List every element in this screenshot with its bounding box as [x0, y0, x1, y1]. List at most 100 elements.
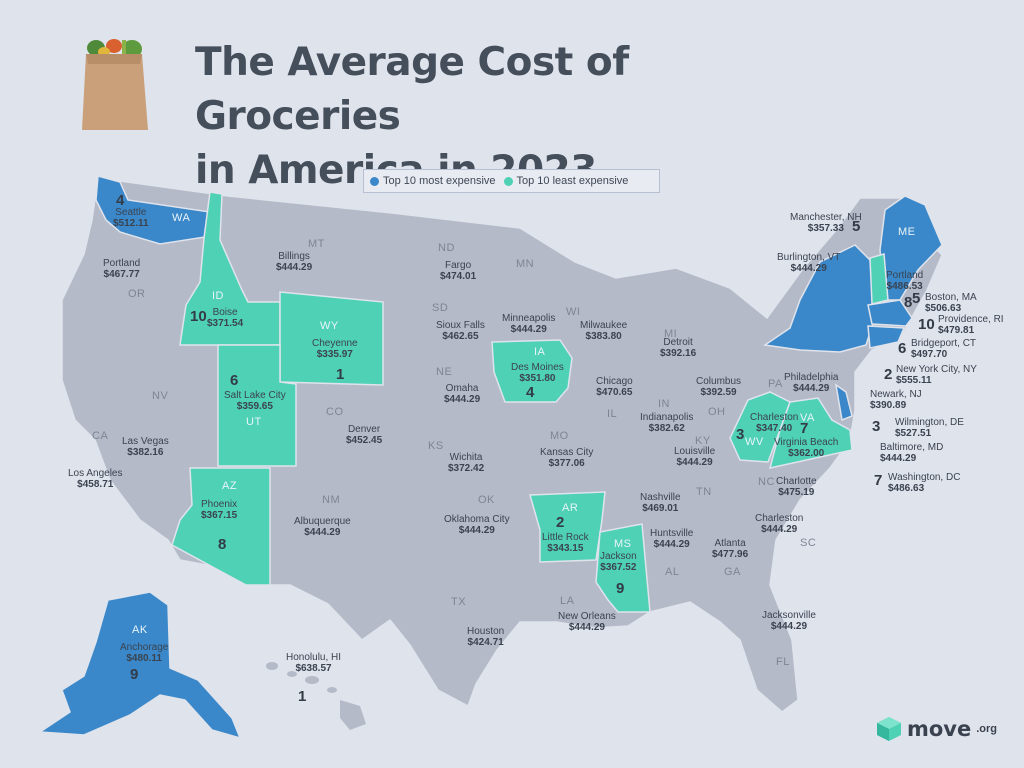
grocery-bag-icon [82, 39, 148, 130]
state-abbr: WA [172, 212, 191, 224]
city-label-honolulu: Honolulu, HI $638.57 [286, 652, 342, 674]
city-label-atlanta: Atlanta $477.96 [712, 538, 749, 560]
title-line-1: The Average Cost of Groceries [195, 40, 629, 139]
state-hawaii [266, 662, 366, 730]
city-label-new-orleans: New Orleans $444.29 [558, 611, 616, 633]
state-abbr: WY [320, 320, 339, 332]
rank-virginia-beach: 7 [800, 420, 809, 437]
state-abbr: AL [665, 566, 680, 578]
city-label-fargo: Fargo $474.01 [440, 260, 477, 282]
city-label-des-moines: Des Moines $351.80 [511, 362, 564, 384]
city-label-jacksonville: Jacksonville $444.29 [762, 610, 816, 632]
state-new-hampshire [869, 253, 889, 305]
state-abbr: ID [212, 290, 224, 302]
state-connecticut-ri [867, 325, 906, 349]
state-abbr: VA [800, 412, 815, 424]
city-label-newark: Newark, NJ $390.89 [870, 389, 922, 411]
city-label-salt-lake-city: Salt Lake City $359.65 [224, 390, 286, 412]
state-abbr: KY [695, 435, 711, 447]
city-label-sioux-falls: Sioux Falls $462.65 [436, 320, 485, 342]
legend-label-least: Top 10 least expensive [516, 175, 629, 187]
rank-honolulu: 1 [298, 688, 307, 705]
state-washington [95, 175, 211, 245]
state-massachusetts [867, 299, 913, 327]
state-abbr: SC [800, 537, 817, 549]
city-label-nashville: Nashville $469.01 [640, 492, 681, 514]
city-label-phoenix: Phoenix $367.15 [201, 499, 238, 521]
state-abbr: NC [758, 476, 775, 488]
rank-manchester: 5 [852, 218, 861, 235]
state-virginia [768, 397, 853, 469]
state-abbr: ND [438, 242, 455, 254]
city-label-seattle: Seattle $512.11 [113, 207, 149, 229]
state-abbr: TX [451, 596, 467, 608]
city-label-milwaukee: Milwaukee $383.80 [580, 320, 628, 342]
city-label-boise: Boise $371.54 [207, 307, 244, 329]
rank-providence: 10 [918, 316, 935, 333]
city-label-bridgeport: Bridgeport, CT $497.70 [911, 338, 977, 360]
state-abbr: IA [534, 346, 546, 358]
city-label-billings: Billings $444.29 [276, 251, 313, 273]
state-abbr: AR [562, 502, 579, 514]
state-utah [217, 344, 297, 467]
state-alaska [37, 591, 242, 740]
rank-portland-me: 8 [904, 294, 913, 311]
rank-little-rock: 2 [556, 514, 565, 531]
city-label-minneapolis: Minneapolis $444.29 [502, 313, 556, 335]
state-abbr: ME [898, 226, 916, 238]
legend-swatch-least [503, 176, 513, 186]
state-abbr: GA [724, 566, 741, 578]
state-abbr: IN [658, 398, 670, 410]
city-label-detroit: Detroit $392.16 [660, 337, 697, 359]
city-label-little-rock: Little Rock $343.15 [542, 532, 589, 554]
state-abbr: MO [550, 430, 569, 442]
rank-salt-lake-city: 6 [230, 372, 239, 389]
city-label-wichita: Wichita $372.42 [448, 452, 485, 474]
city-label-boston: Boston, MA $506.63 [925, 292, 977, 314]
city-label-columbus: Columbus $392.59 [696, 376, 742, 398]
state-abbr: AK [132, 624, 148, 636]
city-label-los-angeles: Los Angeles $458.71 [68, 468, 123, 490]
city-label-omaha: Omaha $444.29 [444, 383, 481, 405]
rank-boston: 5 [912, 290, 921, 307]
legend-label-most: Top 10 most expensive [383, 175, 496, 187]
state-iowa [491, 339, 573, 403]
city-label-anchorage: Anchorage $480.11 [120, 642, 169, 664]
brand-name: move [907, 717, 972, 741]
rank-bridgeport: 6 [898, 340, 907, 357]
state-abbr: UT [246, 416, 262, 428]
city-label-louisville: Louisville $444.29 [674, 446, 716, 468]
city-label-baltimore: Baltimore, MD $444.29 [880, 442, 944, 464]
city-label-indianapolis: Indianapolis $382.62 [640, 412, 694, 434]
city-label-wilmington: Wilmington, DE $527.51 [895, 417, 964, 439]
rank-wilmington: 3 [872, 418, 881, 435]
rank-seattle: 4 [116, 192, 125, 209]
legend-item-most: Top 10 most expensive [370, 175, 496, 187]
state-abbr: NV [152, 390, 169, 402]
state-abbr: AZ [222, 480, 238, 492]
state-abbr: WI [566, 306, 581, 318]
state-mississippi [595, 523, 651, 613]
state-abbr: FL [776, 656, 790, 668]
state-abbr: OR [128, 288, 146, 300]
state-abbr: TN [696, 486, 712, 498]
city-label-portland-me: Portland $486.53 [886, 270, 924, 292]
map-legend: Top 10 most expensive Top 10 least expen… [363, 169, 660, 193]
state-abbr: SD [432, 302, 449, 314]
rank-phoenix: 8 [218, 536, 227, 553]
city-label-las-vegas: Las Vegas $382.16 [122, 436, 169, 458]
city-label-jackson: Jackson $367.52 [600, 551, 637, 573]
state-abbr: MS [614, 538, 632, 550]
state-abbr: NM [322, 494, 341, 506]
brand-logo: move .org [876, 716, 997, 742]
city-label-manchester: Manchester, NH $357.33 [790, 212, 862, 234]
city-label-huntsville: Huntsville $444.29 [650, 528, 694, 550]
city-label-oklahoma-city: Oklahoma City $444.29 [444, 514, 510, 536]
city-label-kansas-city: Kansas City $377.06 [540, 447, 594, 469]
city-label-albuquerque: Albuquerque $444.29 [294, 516, 351, 538]
city-label-new-york-city: New York City, NY $555.11 [896, 364, 977, 386]
rank-washington-dc: 7 [874, 472, 883, 489]
rank-anchorage: 9 [130, 666, 139, 683]
state-west-virginia [729, 391, 791, 463]
